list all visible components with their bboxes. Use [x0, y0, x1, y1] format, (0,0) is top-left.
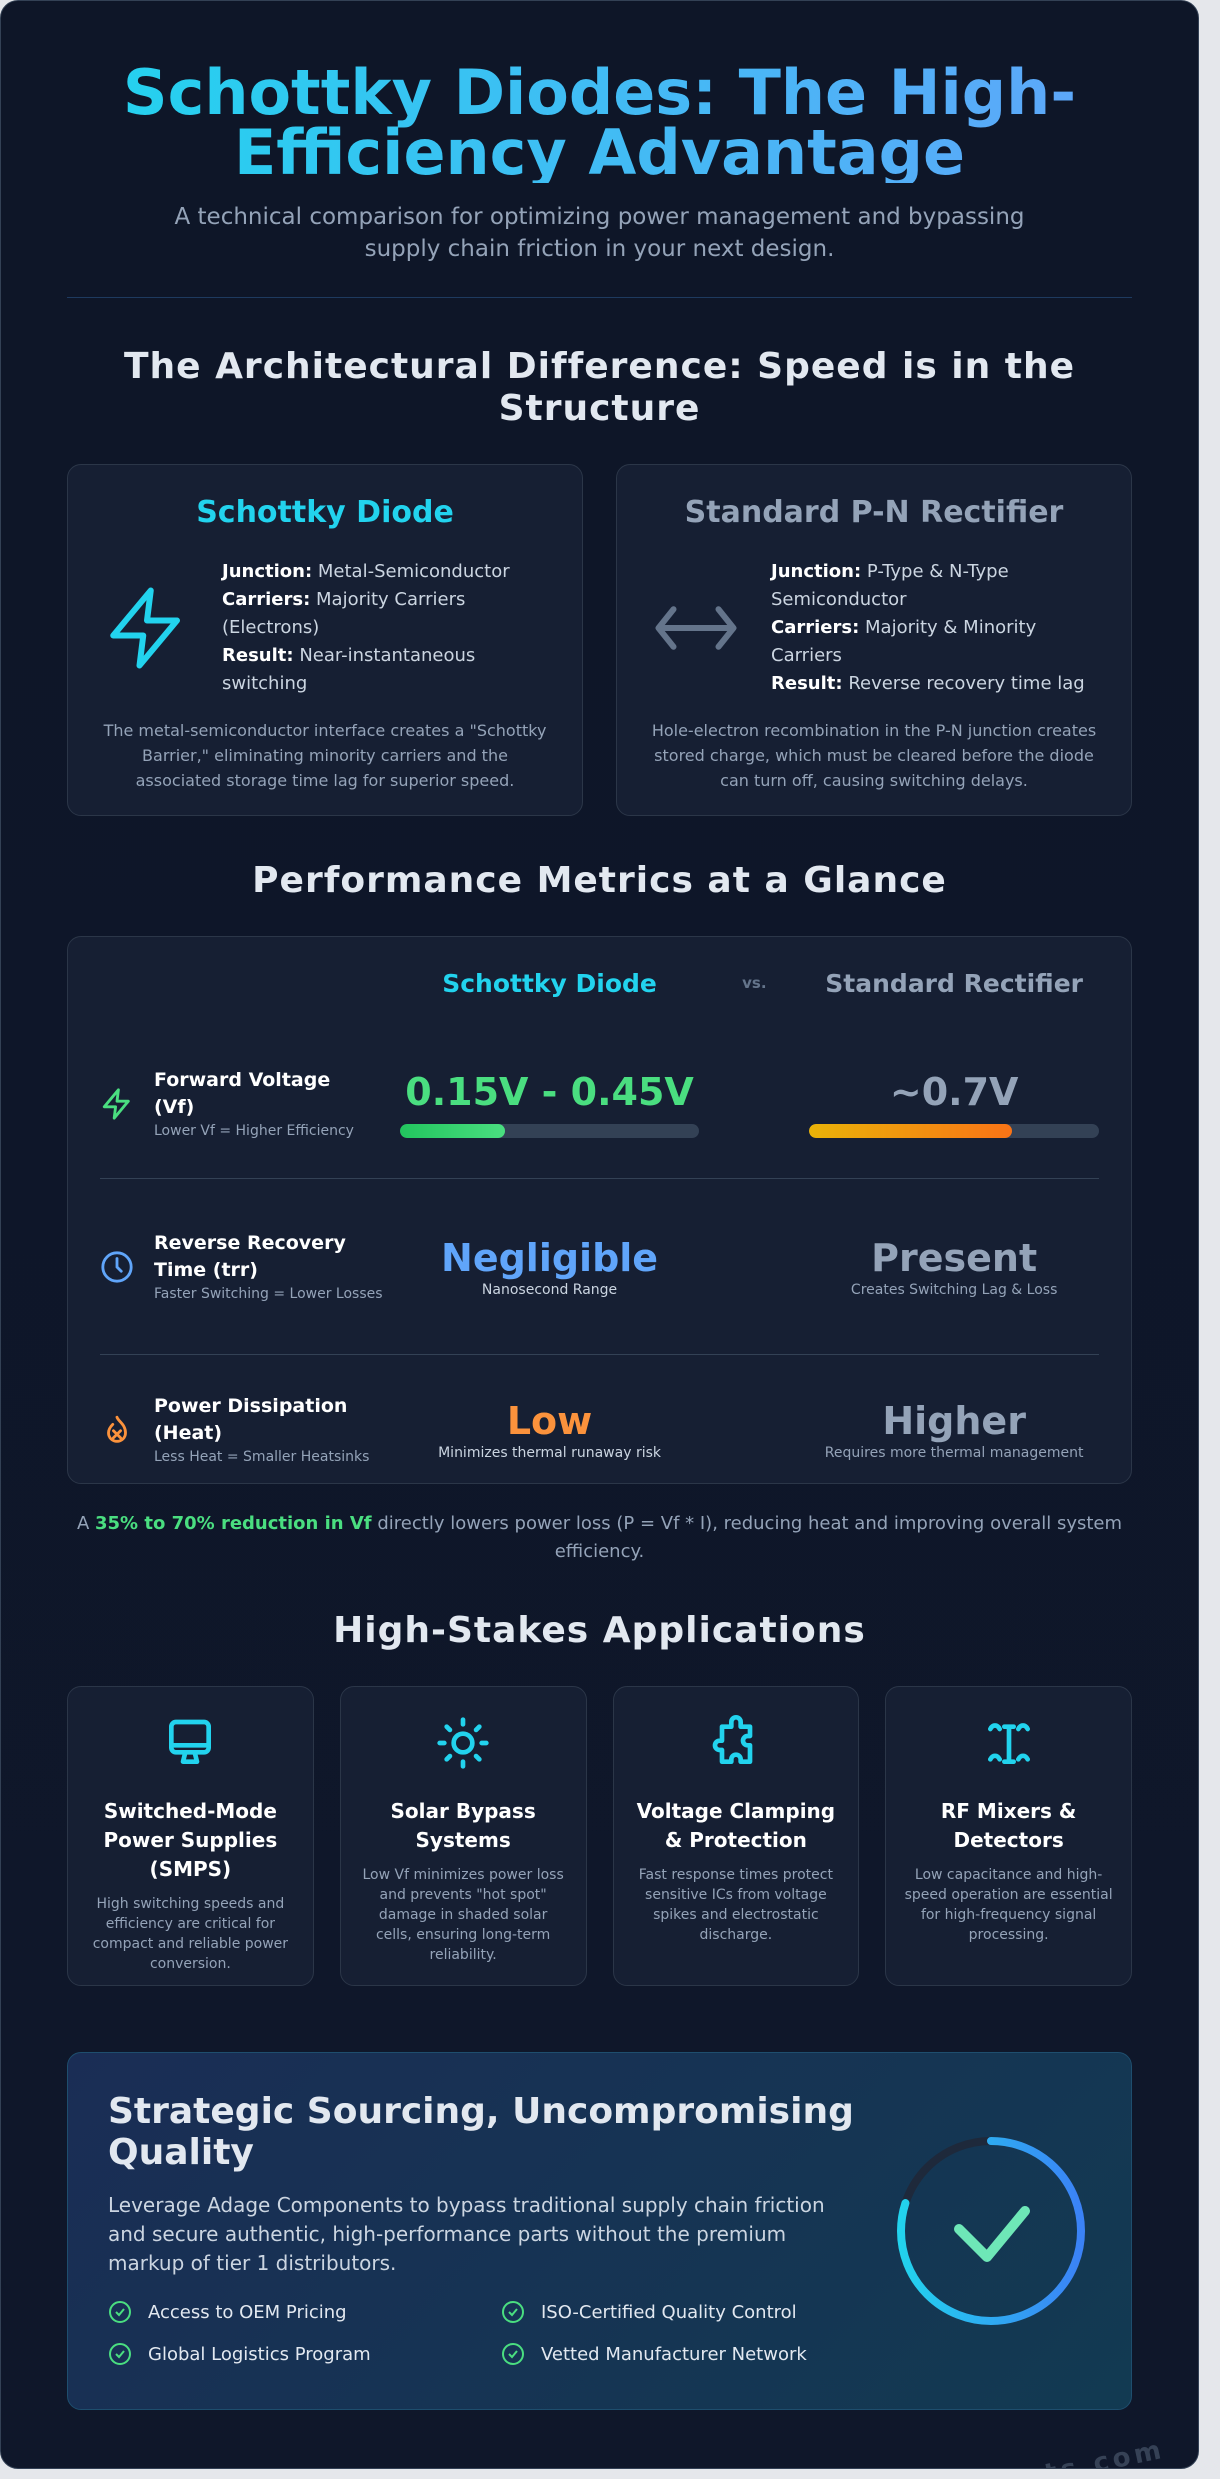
- check-circle-icon: [109, 2301, 131, 2323]
- standard-note: Creates Switching Lag & Loss: [850, 1281, 1058, 1298]
- architecture-heading: The Architectural Difference: Speed is i…: [123, 346, 1076, 429]
- monitor-icon: [169, 1719, 212, 1764]
- standard-value: Present: [871, 1235, 1038, 1280]
- page-title: Schottky Diodes: The High-Efficiency Adv…: [67, 62, 1132, 184]
- junction-value: P-Type & N-Type Semiconductor: [771, 561, 1009, 610]
- carriers-label: Carriers:: [222, 589, 311, 610]
- lightning-icon: [110, 587, 180, 669]
- check-circle-icon: [502, 2343, 524, 2365]
- metric-subtitle: Less Heat = Smaller Heatsinks: [154, 1449, 370, 1465]
- feature-item: Access to OEM Pricing: [108, 2300, 501, 2324]
- application-card: Voltage Clamping & Protection Fast respo…: [612, 1686, 860, 1986]
- vs-label: vs.: [742, 974, 767, 992]
- column-standard: Standard Rectifier: [825, 968, 1083, 998]
- applications-heading: High-Stakes Applications: [333, 1610, 866, 1651]
- schottky-value: Low: [506, 1399, 593, 1443]
- application-desc: Fast response times protect sensitive IC…: [638, 1867, 833, 1943]
- result-value: Near-instantaneous switching: [222, 645, 476, 694]
- metric-subtitle: Faster Switching = Lower Losses: [154, 1285, 383, 1302]
- junction-label: Junction:: [771, 561, 862, 582]
- feature-item: Vetted Manufacturer Network: [501, 2342, 831, 2366]
- puzzle-icon: [712, 1715, 753, 1764]
- standard-value: Higher: [882, 1399, 1026, 1443]
- schottky-card: Schottky Diode Junction: Metal-Semicondu…: [67, 464, 583, 816]
- feature-item: Global Logistics Program: [108, 2342, 501, 2366]
- feature-label: Global Logistics Program: [148, 2343, 371, 2365]
- metric-row-reverse-recovery: Reverse Recovery Time (trr) Faster Switch…: [100, 1179, 1099, 1355]
- application-title: RF Mixers & Detectors: [940, 1799, 1077, 1852]
- carriers-value: Majority Carriers (Electrons): [222, 589, 466, 638]
- check-circle-icon: [109, 2343, 131, 2365]
- efficiency-note: A 35% to 70% reduction in Vf directly lo…: [67, 1510, 1132, 1566]
- schottky-note: Nanosecond Range: [481, 1281, 618, 1298]
- callout-body: Leverage Adage Components to bypass trad…: [108, 2193, 825, 2275]
- schottky-vf-bar: [399, 1123, 700, 1138]
- pn-rectifier-card: Standard P-N Rectifier Junction: P-Type …: [616, 464, 1132, 816]
- metric-subtitle: Lower Vf = Higher Efficiency: [154, 1122, 354, 1139]
- application-title: Switched-Mode Power Supplies (SMPS): [103, 1799, 278, 1881]
- metric-title: Forward Voltage (Vf): [154, 1068, 331, 1118]
- card-description: Hole-electron recombination in the P-N j…: [651, 721, 1097, 790]
- column-schottky: Schottky Diode: [442, 968, 657, 998]
- callout-title: Strategic Sourcing, Uncompromising Quali…: [108, 2091, 854, 2173]
- result-label: Result:: [222, 645, 294, 666]
- schottky-value: 0.15V - 0.45V: [405, 1069, 694, 1114]
- quality-ring-check-icon: [897, 2137, 1085, 2325]
- watermark: adagecomponents.com: [755, 2435, 1168, 2468]
- metric-title: Power Dissipation (Heat): [154, 1395, 348, 1444]
- flame-off-icon: [107, 1415, 127, 1443]
- junction-label: Junction:: [222, 561, 313, 582]
- check-circle-icon: [502, 2301, 524, 2323]
- lightning-icon: [102, 1087, 130, 1120]
- antenna-icon: [987, 1723, 1030, 1764]
- application-title: Voltage Clamping & Protection: [636, 1799, 836, 1852]
- sourcing-callout: Strategic Sourcing, Uncompromising Quali…: [67, 2052, 1132, 2410]
- carriers-value: Majority & Minority Carriers: [771, 617, 1037, 666]
- application-card: RF Mixers & Detectors Low capacitance an…: [885, 1686, 1132, 1986]
- standard-note: Requires more thermal management: [824, 1445, 1084, 1461]
- infographic: Schottky Diodes: The High-Efficiency Adv…: [0, 0, 1199, 2469]
- standard-value: ~0.7V: [889, 1069, 1019, 1114]
- feature-label: Vetted Manufacturer Network: [541, 2343, 807, 2365]
- application-desc: Low capacitance and high-speed operation…: [904, 1867, 1113, 1943]
- result-value: Reverse recovery time lag: [848, 673, 1085, 694]
- application-card: Switched-Mode Power Supplies (SMPS) High…: [67, 1686, 314, 1986]
- application-title: Solar Bypass Systems: [390, 1799, 536, 1852]
- application-card: Solar Bypass Systems Low Vf minimizes po…: [339, 1686, 587, 1986]
- card-title: Schottky Diode: [196, 495, 454, 530]
- result-label: Result:: [771, 673, 843, 694]
- standard-vf-bar: [809, 1123, 1099, 1138]
- schottky-note: Minimizes thermal runaway risk: [438, 1445, 661, 1461]
- note-prefix: A: [76, 1513, 90, 1534]
- application-desc: High switching speeds and efficiency are…: [92, 1896, 289, 1972]
- card-description: The metal-semiconductor interface create…: [103, 721, 547, 790]
- feature-label: Access to OEM Pricing: [148, 2301, 347, 2323]
- junction-value: Metal-Semiconductor: [317, 561, 510, 582]
- clock-icon: [101, 1250, 133, 1283]
- feature-item: ISO-Certified Quality Control: [501, 2300, 831, 2324]
- divider: [67, 297, 1132, 298]
- applications-grid: Switched-Mode Power Supplies (SMPS) High…: [67, 1686, 1132, 1986]
- arrows-left-right-icon: [655, 606, 737, 650]
- note-highlight: 35% to 70% reduction in Vf: [95, 1513, 372, 1534]
- metrics-heading: Performance Metrics at a Glance: [252, 860, 947, 901]
- feature-label: ISO-Certified Quality Control: [541, 2301, 797, 2323]
- note-text: directly lowers power loss (P = Vf * I),…: [377, 1513, 1123, 1562]
- metric-row-forward-voltage: Forward Voltage (Vf) Lower Vf = Higher Ef…: [100, 1029, 1099, 1179]
- comparison-cards: Schottky Diode Junction: Metal-Semicondu…: [67, 464, 1132, 816]
- card-title: Standard P-N Rectifier: [684, 495, 1064, 530]
- schottky-value: Negligible: [441, 1235, 659, 1280]
- page-subtitle: A technical comparison for optimizing po…: [174, 204, 1025, 262]
- metric-title: Reverse Recovery Time (trr): [154, 1231, 346, 1281]
- metric-row-power-dissipation: Power Dissipation (Heat) Less Heat = Smal…: [100, 1355, 1099, 1505]
- sun-icon: [437, 1717, 489, 1769]
- metrics-table: Schottky Diode vs. Standard Rectifier Fo…: [67, 936, 1132, 1484]
- application-desc: Low Vf minimizes power loss and prevents…: [362, 1867, 564, 1963]
- carriers-label: Carriers:: [771, 617, 860, 638]
